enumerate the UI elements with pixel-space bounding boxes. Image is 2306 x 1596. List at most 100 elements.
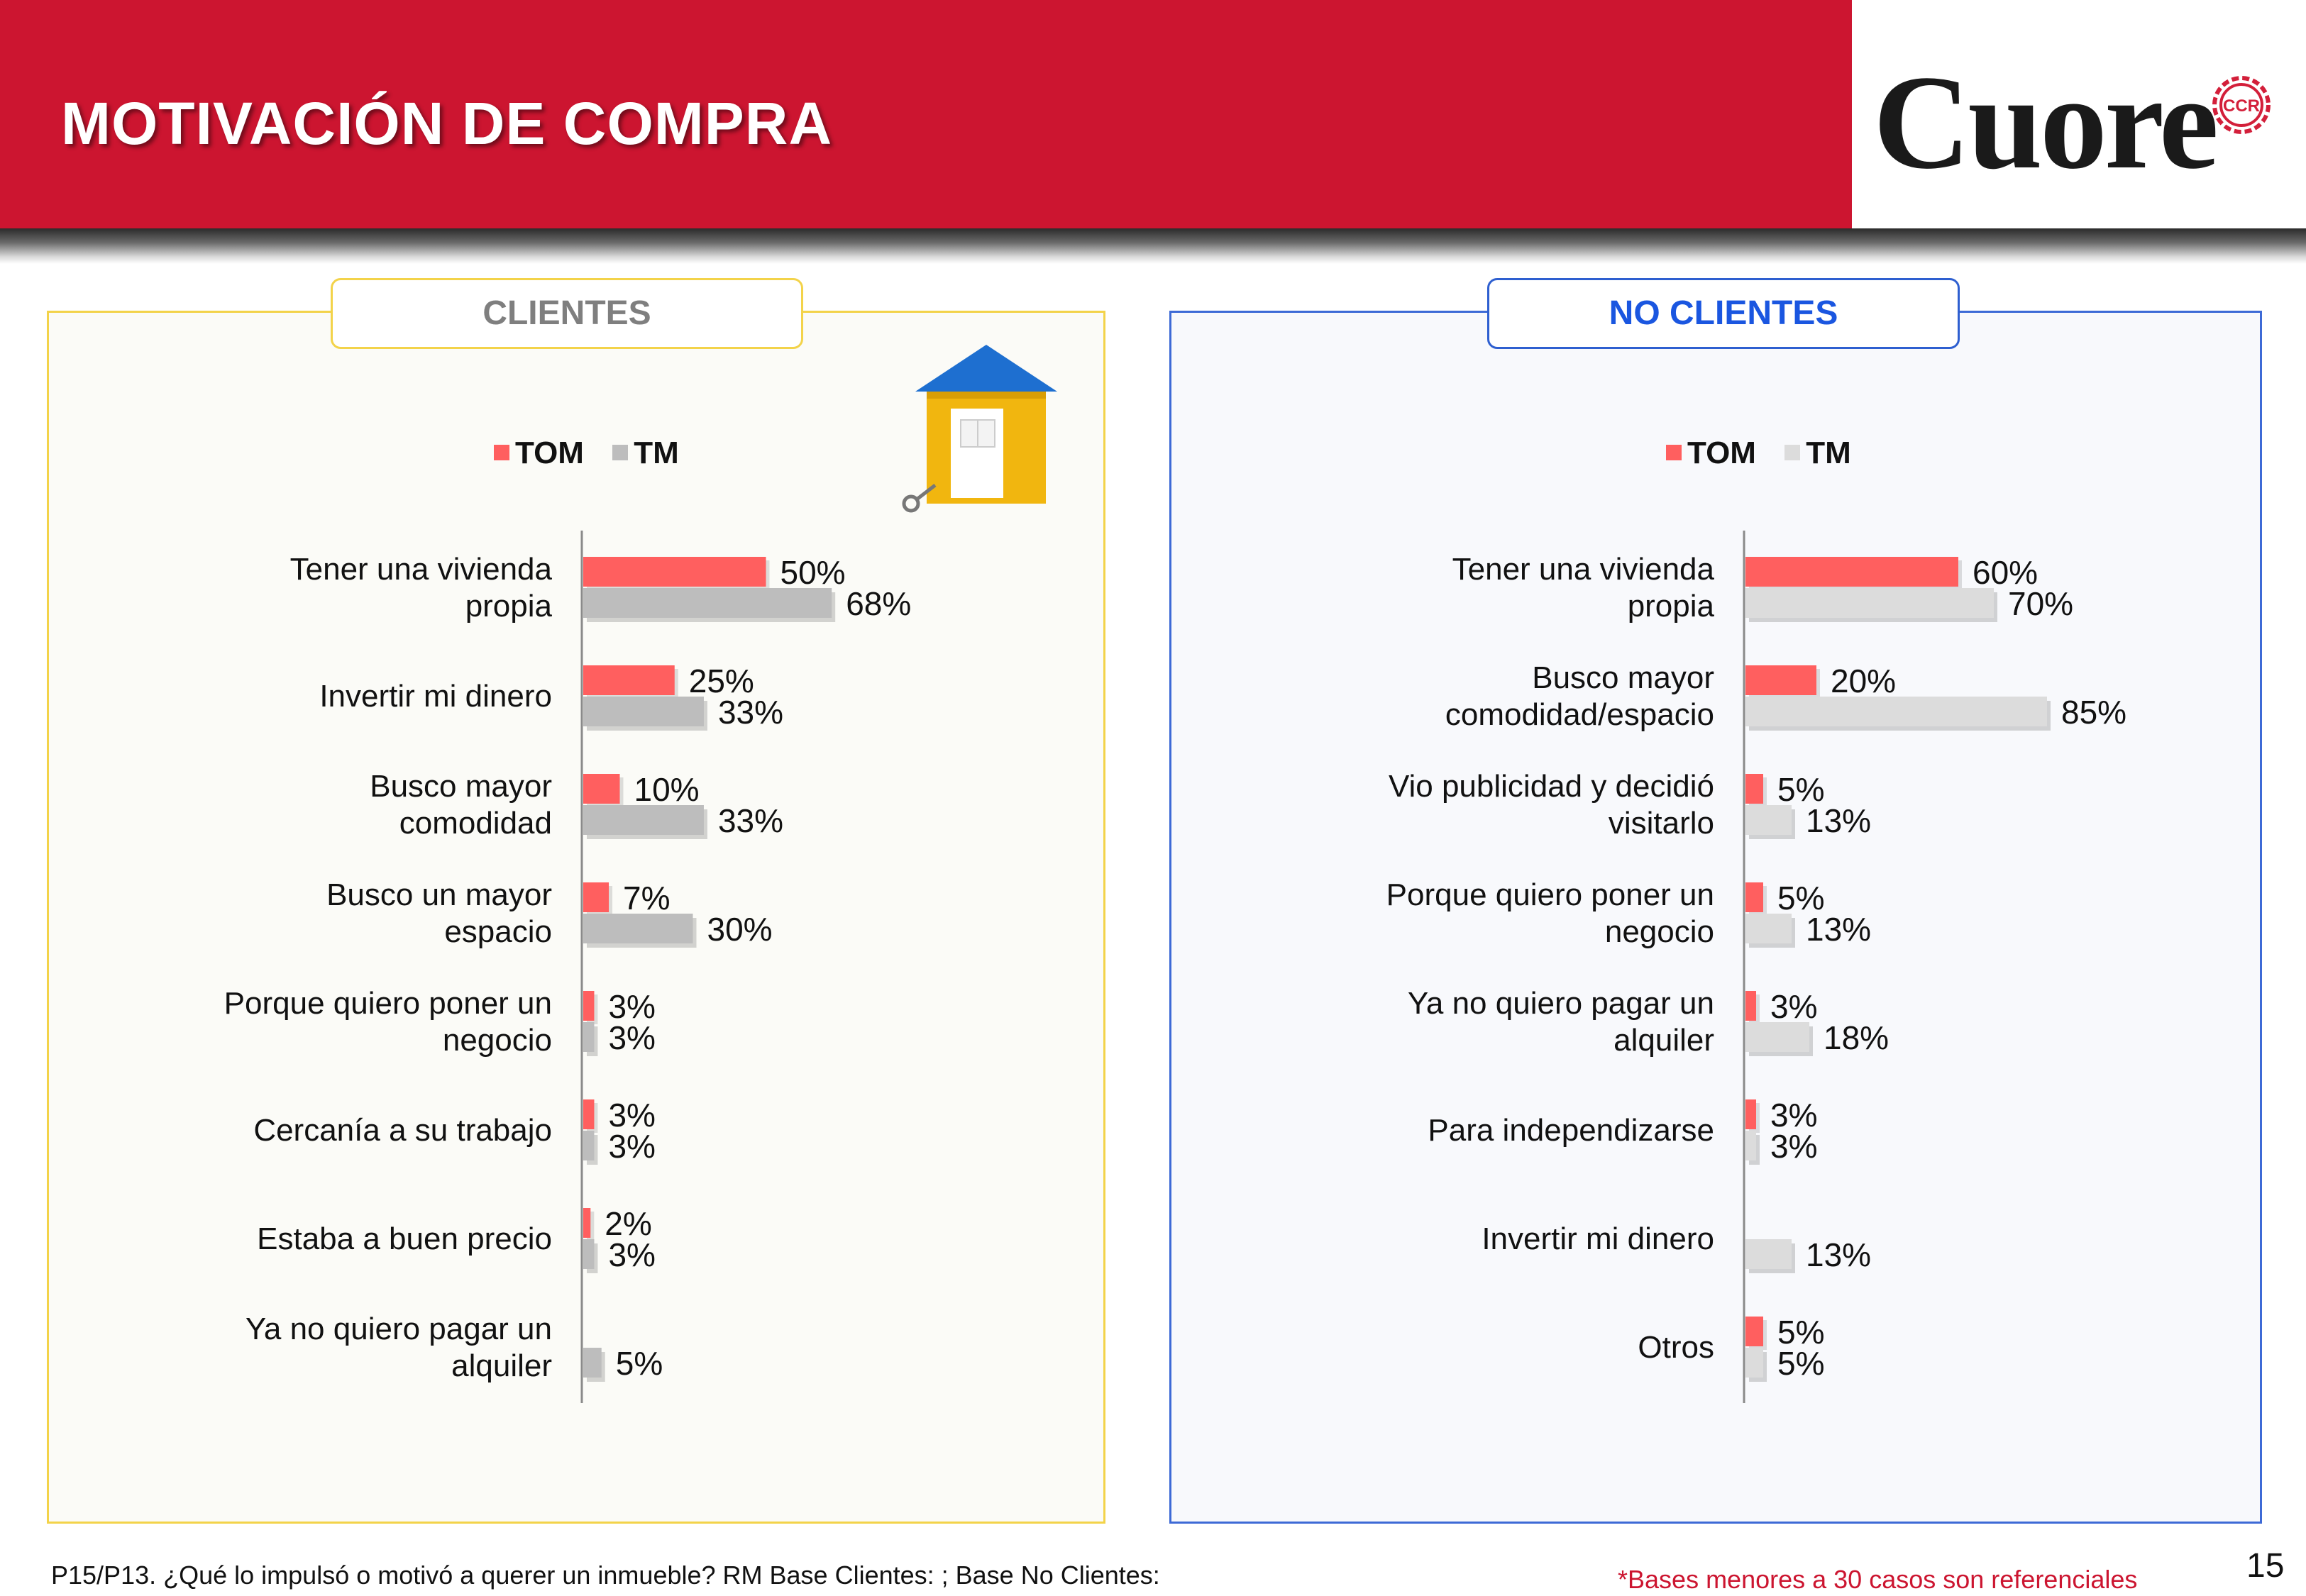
clientes-tom-bar xyxy=(583,1208,591,1238)
clientes-category-label: Tener una vivienda propia xyxy=(290,552,553,624)
no-clientes-tom-bar xyxy=(1745,665,1816,695)
clientes-category-label: Invertir mi dinero xyxy=(319,679,552,714)
legend-tm-label: TM xyxy=(1806,436,1851,470)
clientes-category-label: Busco un mayor espacio xyxy=(326,877,552,949)
clientes-tm-bar xyxy=(583,588,832,618)
no-clientes-tm-value-label: 13% xyxy=(1806,911,1871,948)
no-clientes-tm-bar xyxy=(1745,1022,1809,1052)
page-title: MOTIVACIÓN DE COMPRA xyxy=(61,90,833,157)
no-clientes-tom-bar xyxy=(1745,1099,1756,1129)
footer-question: P15/P13. ¿Qué lo impulsó o motivó a quer… xyxy=(51,1561,1160,1590)
no-clientes-tom-value-label: 5% xyxy=(1777,1314,1824,1351)
no-clientes-category-label: Tener una vivienda propia xyxy=(1452,552,1715,624)
clientes-tm-bar xyxy=(583,1239,595,1269)
legend-right: TOM TM xyxy=(1666,436,1871,471)
no-clientes-tom-value-label: 5% xyxy=(1777,880,1824,916)
clientes-tm-value-label: 33% xyxy=(718,802,783,839)
clientes-tom-bar xyxy=(583,774,620,804)
no-clientes-tm-bar xyxy=(1745,1239,1792,1269)
no-clientes-tom-value-label: 5% xyxy=(1777,771,1824,808)
clientes-tm-bar xyxy=(583,1022,595,1052)
no-clientes-category-label: Para independizarse xyxy=(1428,1113,1714,1148)
clientes-tom-value-label: 7% xyxy=(623,880,670,916)
clientes-tm-bar xyxy=(583,914,693,943)
no-clientes-tm-bar xyxy=(1745,697,2047,726)
no-clientes-category-label: Vio publicidad y decidió visitarlo xyxy=(1389,769,1714,841)
no-clientes-tm-bar xyxy=(1745,588,1994,618)
clientes-tom-value-label: 2% xyxy=(605,1205,651,1242)
legend-left: TOM TM xyxy=(494,436,699,471)
no-clientes-tm-value-label: 3% xyxy=(1770,1128,1817,1165)
clientes-tm-value-label: 33% xyxy=(718,694,783,731)
clientes-category-label: Busco mayor comodidad xyxy=(370,769,552,841)
logo-area xyxy=(1852,0,2306,228)
clientes-title: CLIENTES xyxy=(331,278,803,349)
legend-tm-swatch xyxy=(612,445,629,461)
clientes-tom-value-label: 3% xyxy=(608,1097,655,1134)
no-clientes-tom-value-label: 20% xyxy=(1831,663,1896,699)
clientes-category-label: Porque quiero poner un negocio xyxy=(224,986,552,1058)
no-clientes-category-label: Porque quiero poner un negocio xyxy=(1386,877,1714,949)
no-clientes-tom-bar xyxy=(1745,774,1763,804)
clientes-tom-bar xyxy=(583,665,675,695)
clientes-tom-bar xyxy=(583,991,595,1021)
clientes-tm-value-label: 5% xyxy=(616,1345,663,1382)
clientes-tom-bar xyxy=(583,1099,595,1129)
no-clientes-tm-value-label: 13% xyxy=(1806,1236,1871,1273)
legend-tom-swatch xyxy=(1666,445,1682,461)
no-clientes-tm-value-label: 13% xyxy=(1806,802,1871,839)
clientes-tom-bar xyxy=(583,882,609,912)
no-clientes-tom-bar xyxy=(1745,557,1958,587)
clientes-tm-bar xyxy=(583,805,704,835)
clientes-tm-value-label: 3% xyxy=(608,1128,655,1165)
no-clientes-category-label: Busco mayor comodidad/espacio xyxy=(1445,660,1714,732)
no-clientes-tom-value-label: 3% xyxy=(1770,988,1817,1025)
clientes-category-label: Estaba a buen precio xyxy=(257,1221,552,1256)
legend-tm-label: TM xyxy=(634,436,679,470)
clientes-category-label: Ya no quiero pagar un alquiler xyxy=(246,1312,552,1383)
clientes-tm-value-label: 30% xyxy=(707,911,773,948)
no-clientes-tm-bar xyxy=(1745,1131,1756,1160)
no-clientes-category-label: Ya no quiero pagar un alquiler xyxy=(1408,986,1714,1058)
no-clientes-tm-value-label: 70% xyxy=(2008,585,2073,622)
ccr-badge-icon: CCR xyxy=(2212,76,2271,134)
clientes-tm-value-label: 3% xyxy=(608,1019,655,1056)
no-clientes-category-label: Otros xyxy=(1638,1330,1714,1365)
clientes-tm-value-label: 3% xyxy=(608,1236,655,1273)
clientes-tom-value-label: 10% xyxy=(634,771,700,808)
clientes-tom-value-label: 25% xyxy=(689,663,754,699)
legend-tm-swatch xyxy=(1784,445,1801,461)
no-clientes-tom-bar xyxy=(1745,1317,1763,1346)
legend-tom-label: TOM xyxy=(515,436,584,470)
clientes-tm-bar xyxy=(583,1131,595,1160)
no-clientes-tm-bar xyxy=(1745,1348,1763,1378)
clientes-tom-value-label: 3% xyxy=(608,988,655,1025)
clientes-tom-value-label: 50% xyxy=(780,554,846,591)
clientes-tm-bar xyxy=(583,697,704,726)
legend-tom-label: TOM xyxy=(1687,436,1756,470)
no-clientes-tom-value-label: 3% xyxy=(1770,1097,1817,1134)
no-clientes-category-label: Invertir mi dinero xyxy=(1482,1221,1714,1256)
no-clientes-title: NO CLIENTES xyxy=(1487,278,1960,349)
header-bar xyxy=(0,0,1852,228)
clientes-tm-value-label: 68% xyxy=(846,585,911,622)
no-clientes-tm-value-label: 5% xyxy=(1777,1345,1824,1382)
ccr-badge-text: CCR xyxy=(2223,96,2260,116)
no-clientes-tm-value-label: 85% xyxy=(2061,694,2126,731)
no-clientes-tom-bar xyxy=(1745,882,1763,912)
page-number: 15 xyxy=(2246,1547,2285,1585)
house-icon xyxy=(902,345,1057,513)
no-clientes-tm-bar xyxy=(1745,805,1792,835)
no-clientes-tom-value-label: 60% xyxy=(1973,554,2038,591)
cuore-logo: Cuore xyxy=(1873,48,2219,197)
no-clientes-tom-bar xyxy=(1745,991,1756,1021)
no-clientes-panel xyxy=(1169,311,2262,1524)
clientes-tom-bar xyxy=(583,557,766,587)
no-clientes-tm-bar xyxy=(1745,914,1792,943)
no-clientes-tm-value-label: 18% xyxy=(1824,1019,1889,1056)
clientes-tm-bar xyxy=(583,1348,602,1378)
footer-note: *Bases menores a 30 casos son referencia… xyxy=(1618,1565,2138,1594)
header-shadow xyxy=(0,228,2306,264)
clientes-category-label: Cercanía a su trabajo xyxy=(253,1113,552,1148)
